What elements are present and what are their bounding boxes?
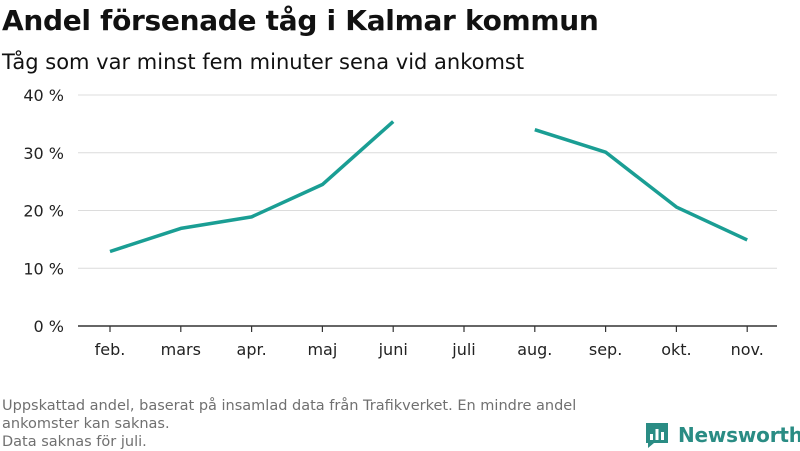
x-tick-label: sep. — [589, 340, 622, 359]
x-tick-label: nov. — [731, 340, 764, 359]
x-tick-label: mars — [161, 340, 201, 359]
bar-chart-logo-icon — [644, 421, 670, 449]
x-tick-label: aug. — [517, 340, 552, 359]
y-tick-label: 40 % — [23, 86, 64, 105]
x-tick-label: feb. — [95, 340, 126, 359]
x-tick-label: okt. — [661, 340, 691, 359]
brand-logo: Newsworthy — [644, 420, 800, 450]
footnote: Uppskattad andel, baserat på insamlad da… — [2, 397, 632, 451]
y-tick-label: 20 % — [23, 202, 64, 221]
brand-name: Newsworthy — [678, 423, 800, 447]
x-tick-label: apr. — [237, 340, 267, 359]
footnote-line-2: Data saknas för juli. — [2, 433, 632, 451]
series-lines — [110, 122, 747, 252]
x-tick-label: juni — [378, 340, 408, 359]
y-axis: 0 % 10 % 20 % 30 % 40 % — [23, 86, 64, 336]
x-tick-label: maj — [307, 340, 337, 359]
y-tick-label: 10 % — [23, 259, 64, 278]
grid-lines — [78, 95, 777, 326]
y-tick-label: 0 % — [34, 317, 64, 336]
series-line-segment — [535, 130, 747, 240]
footnote-line-1: Uppskattad andel, baserat på insamlad da… — [2, 397, 632, 433]
x-tick-label: juli — [451, 340, 475, 359]
line-chart: 0 % 10 % 20 % 30 % 40 % feb. mars apr. maj juni j… — [0, 0, 800, 395]
x-axis: feb. mars apr. maj juni juli aug. sep. okt. nov. — [95, 326, 764, 359]
y-tick-label: 30 % — [23, 144, 64, 163]
series-line-segment — [110, 122, 393, 252]
